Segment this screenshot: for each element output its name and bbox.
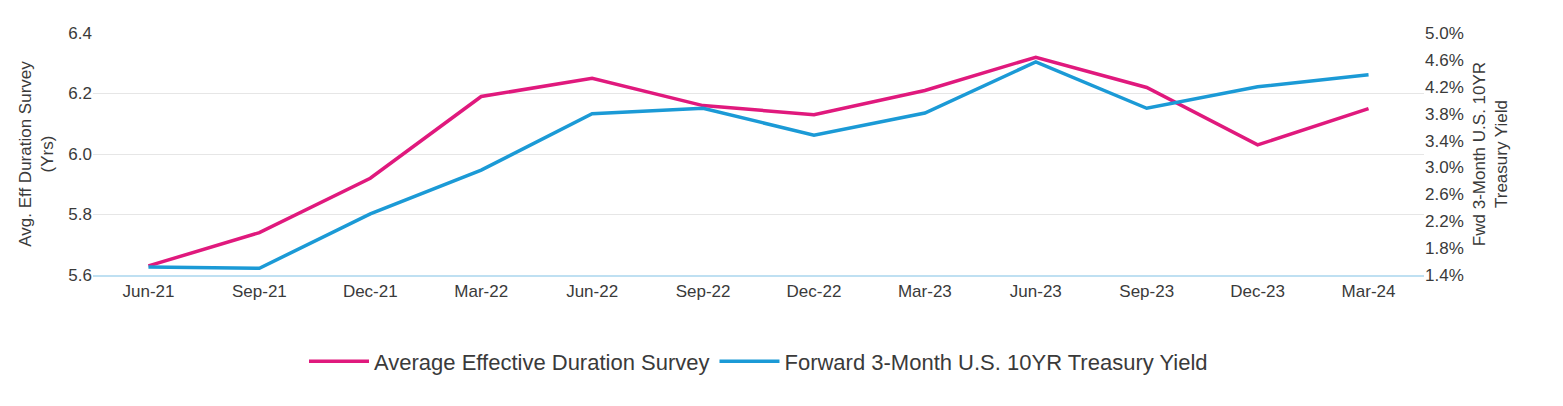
svg-text:Dec-23: Dec-23 <box>1230 282 1285 301</box>
svg-text:Jun-23: Jun-23 <box>1010 282 1062 301</box>
svg-text:Sep-23: Sep-23 <box>1119 282 1174 301</box>
svg-text:5.0%: 5.0% <box>1425 24 1464 43</box>
svg-text:Avg. Eff Duration Survey(Yrs): Avg. Eff Duration Survey(Yrs) <box>16 61 57 247</box>
svg-text:2.6%: 2.6% <box>1425 185 1464 204</box>
svg-text:6.4: 6.4 <box>68 24 92 43</box>
svg-text:5.6: 5.6 <box>68 266 92 285</box>
svg-text:Dec-22: Dec-22 <box>787 282 842 301</box>
svg-text:Fwd 3-Month U.S. 10YRTreasury: Fwd 3-Month U.S. 10YRTreasury Yield <box>1470 62 1511 246</box>
svg-text:2.2%: 2.2% <box>1425 212 1464 231</box>
svg-text:3.4%: 3.4% <box>1425 132 1464 151</box>
svg-text:3.8%: 3.8% <box>1425 105 1464 124</box>
svg-text:Forward 3-Month U.S. 10YR Trea: Forward 3-Month U.S. 10YR Treasury Yield <box>784 350 1207 375</box>
svg-text:6.0: 6.0 <box>68 145 92 164</box>
svg-text:Mar-23: Mar-23 <box>898 282 952 301</box>
svg-text:Mar-24: Mar-24 <box>1342 282 1396 301</box>
svg-text:4.2%: 4.2% <box>1425 78 1464 97</box>
svg-text:5.8: 5.8 <box>68 205 92 224</box>
svg-text:4.6%: 4.6% <box>1425 51 1464 70</box>
svg-text:6.2: 6.2 <box>68 84 92 103</box>
svg-text:3.0%: 3.0% <box>1425 158 1464 177</box>
svg-text:Average Effective Duration Sur: Average Effective Duration Survey <box>374 350 709 375</box>
svg-text:1.4%: 1.4% <box>1425 266 1464 285</box>
svg-text:Dec-21: Dec-21 <box>343 282 398 301</box>
svg-text:Sep-21: Sep-21 <box>232 282 287 301</box>
svg-text:Jun-21: Jun-21 <box>122 282 174 301</box>
svg-text:Mar-22: Mar-22 <box>454 282 508 301</box>
svg-text:Jun-22: Jun-22 <box>566 282 618 301</box>
svg-text:Sep-22: Sep-22 <box>676 282 731 301</box>
svg-text:1.8%: 1.8% <box>1425 239 1464 258</box>
